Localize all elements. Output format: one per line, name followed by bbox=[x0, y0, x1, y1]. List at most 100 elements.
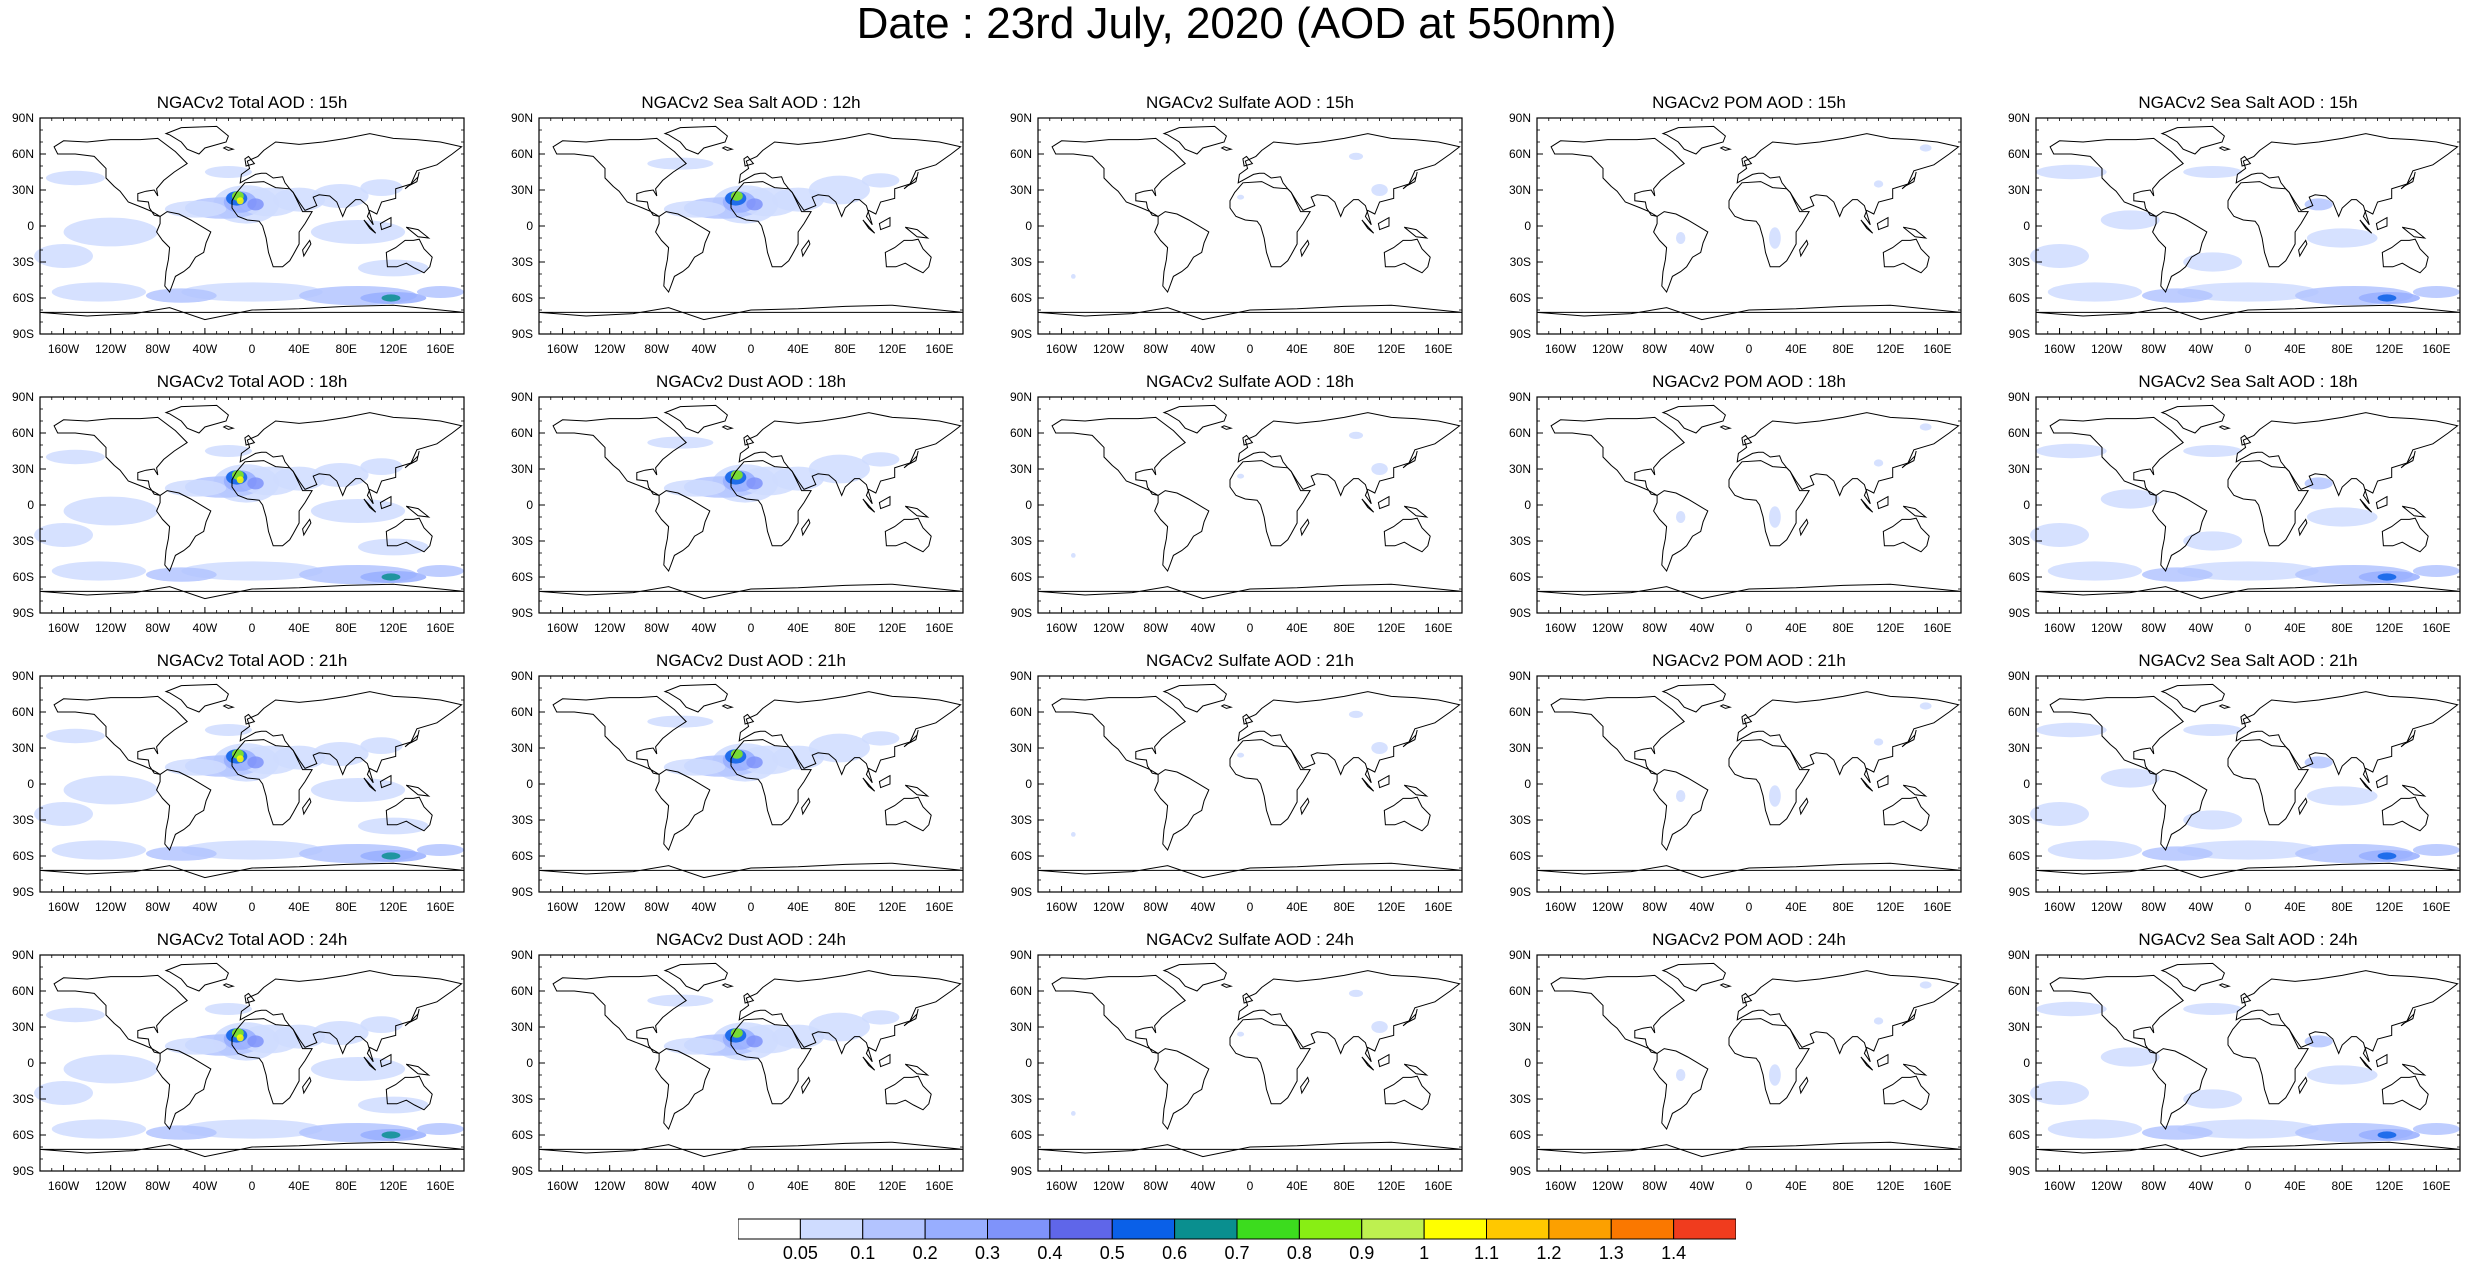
coastline bbox=[904, 226, 930, 239]
aerosol-plume bbox=[164, 200, 227, 218]
coastline bbox=[53, 416, 188, 496]
coastline bbox=[1550, 974, 1685, 1054]
colorbar-swatch bbox=[1423, 1218, 1488, 1240]
coastline bbox=[2298, 518, 2308, 537]
coastline bbox=[363, 219, 377, 234]
coastline bbox=[1719, 425, 1732, 430]
coastline bbox=[1220, 425, 1233, 430]
lon-tick-label: 120W bbox=[594, 900, 626, 914]
lon-tick-label: 40W bbox=[193, 1179, 218, 1193]
coastline bbox=[1901, 1008, 1917, 1027]
coastline bbox=[244, 155, 256, 167]
aerosol-plume bbox=[861, 452, 900, 467]
coastline bbox=[222, 146, 235, 151]
lon-tick-label: 80E bbox=[336, 342, 357, 356]
coastline bbox=[363, 1056, 377, 1071]
coastline bbox=[1229, 460, 1311, 547]
lat-tick-label: 90S bbox=[1510, 606, 1531, 620]
coastline bbox=[239, 691, 463, 784]
coastline bbox=[1154, 769, 1210, 851]
coastline bbox=[2218, 425, 2231, 430]
aerosol-plume bbox=[1070, 274, 1076, 279]
aerosol-plume bbox=[2036, 1001, 2107, 1017]
coastline bbox=[2049, 416, 2184, 496]
lat-tick-label: 90N bbox=[2008, 111, 2030, 125]
lat-tick-label: 60S bbox=[1011, 291, 1032, 305]
coastline bbox=[53, 137, 188, 217]
lat-tick-label: 60S bbox=[1510, 849, 1531, 863]
lon-tick-label: 160W bbox=[547, 621, 579, 635]
coastline bbox=[2235, 133, 2459, 226]
coastline bbox=[538, 583, 964, 600]
coastline bbox=[363, 498, 377, 513]
colorbar-label: 0.8 bbox=[1286, 1243, 1312, 1263]
coastline bbox=[39, 583, 465, 600]
colorbar bbox=[738, 1218, 1736, 1240]
coastline bbox=[2160, 404, 2225, 434]
coastline bbox=[1154, 490, 1210, 572]
aerosol-plume bbox=[45, 728, 105, 744]
coastline bbox=[878, 495, 891, 510]
aerosol-plume bbox=[1675, 790, 1686, 802]
aod-map-total: 90N 60N 30N 0 30S 60S 90S 160W 120W 80W 40W 0 40E 80E… bbox=[12, 948, 465, 1193]
coastline bbox=[1037, 1141, 1463, 1158]
coastline bbox=[801, 239, 811, 258]
aerosol-plume bbox=[2030, 1081, 2089, 1105]
aerosol-plume bbox=[273, 187, 326, 212]
coastline bbox=[231, 460, 313, 547]
aerosol-plume bbox=[1675, 511, 1686, 523]
coastline bbox=[1550, 137, 1685, 217]
lon-tick-label: 40W bbox=[1191, 1179, 1216, 1193]
lon-tick-label: 120E bbox=[1876, 342, 1904, 356]
lon-tick-label: 120W bbox=[1093, 1179, 1125, 1193]
lat-tick-label: 90S bbox=[512, 606, 533, 620]
lon-tick-label: 40E bbox=[2284, 342, 2305, 356]
lon-tick-label: 80E bbox=[1833, 900, 1854, 914]
lon-tick-label: 160E bbox=[426, 342, 454, 356]
lon-tick-label: 160W bbox=[48, 342, 80, 356]
lat-tick-label: 30N bbox=[1010, 183, 1032, 197]
aerosol-plume bbox=[2306, 507, 2378, 527]
coastline bbox=[302, 518, 312, 537]
lat-tick-label: 0 bbox=[1524, 777, 1531, 791]
coastline bbox=[385, 796, 433, 832]
coastline bbox=[538, 304, 964, 321]
lon-tick-label: 160W bbox=[1545, 1179, 1577, 1193]
coastline bbox=[1661, 125, 1726, 155]
map-frame bbox=[1536, 117, 1962, 335]
coastline bbox=[239, 412, 463, 505]
coastline bbox=[1653, 769, 1709, 851]
lat-tick-label: 30S bbox=[1510, 813, 1531, 827]
lat-tick-label: 60S bbox=[2009, 849, 2030, 863]
coastline bbox=[663, 962, 728, 992]
coastline bbox=[862, 1056, 876, 1071]
lon-tick-label: 120E bbox=[1876, 621, 1904, 635]
lon-tick-label: 120W bbox=[594, 342, 626, 356]
coastline bbox=[2227, 181, 2309, 268]
lat-tick-label: 60S bbox=[1510, 291, 1531, 305]
lat-tick-label: 30N bbox=[2008, 183, 2030, 197]
panel-title: NGACv2 Sulfate AOD : 15h bbox=[1146, 93, 1354, 112]
map-frame bbox=[1536, 396, 1962, 614]
lon-tick-label: 80W bbox=[644, 900, 669, 914]
lat-tick-label: 90S bbox=[1011, 606, 1032, 620]
aerosol-plume bbox=[310, 499, 406, 523]
coastline bbox=[2152, 1048, 2208, 1130]
aerosol-plume bbox=[181, 561, 323, 581]
lat-tick-label: 60S bbox=[1510, 570, 1531, 584]
lat-tick-label: 90N bbox=[2008, 390, 2030, 404]
coastline bbox=[1536, 1141, 1962, 1158]
lon-tick-label: 40E bbox=[2284, 1179, 2305, 1193]
lon-tick-label: 80E bbox=[2332, 342, 2353, 356]
coastline bbox=[738, 970, 962, 1063]
aerosol-plume bbox=[1237, 473, 1245, 479]
coastline bbox=[156, 1048, 212, 1130]
lat-tick-label: 90S bbox=[2009, 606, 2030, 620]
lat-tick-label: 30S bbox=[1011, 813, 1032, 827]
coastline bbox=[878, 774, 891, 789]
coastline bbox=[904, 505, 930, 518]
lat-tick-label: 30S bbox=[2009, 534, 2030, 548]
lat-tick-label: 0 bbox=[526, 498, 533, 512]
aerosol-plume bbox=[204, 445, 252, 457]
coastline bbox=[53, 974, 188, 1054]
